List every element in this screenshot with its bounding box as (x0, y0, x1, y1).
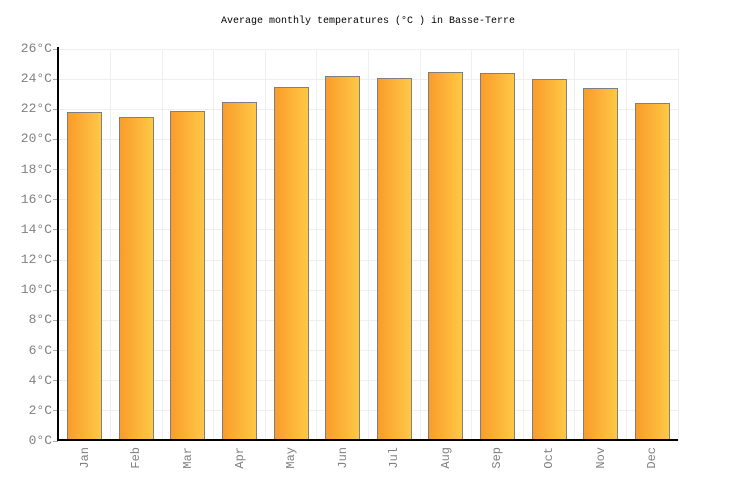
y-axis-tick (53, 440, 58, 442)
y-axis-label: 8°C (28, 312, 52, 328)
gridline-vertical (574, 49, 576, 441)
chart-title: Average monthly temperatures (°C ) in Ba… (220, 16, 516, 27)
y-axis-label: 14°C (20, 221, 52, 237)
y-axis-label: 12°C (20, 252, 52, 268)
y-axis-tick (53, 108, 58, 110)
bar-dec[interactable] (634, 103, 670, 441)
x-axis-label-jan: Jan (77, 447, 92, 469)
bar-jun[interactable] (325, 76, 361, 441)
gridline-vertical (419, 49, 421, 441)
y-axis-tick (53, 259, 58, 261)
x-axis-label-jul: Jul (387, 447, 402, 469)
gridline-vertical (368, 49, 369, 441)
bar-apr[interactable] (222, 101, 258, 441)
x-axis-label-sep: Sep (490, 447, 505, 469)
y-axis-label: 20°C (20, 131, 52, 147)
gridline-vertical (471, 49, 473, 441)
y-axis-tick (53, 78, 58, 80)
y-axis-line (57, 47, 59, 441)
y-axis-label: 26°C (20, 41, 52, 56)
x-axis-label-apr: Apr (232, 447, 247, 469)
y-axis-label: 16°C (20, 191, 52, 207)
gridline-vertical (316, 49, 318, 441)
x-axis-label-feb: Feb (129, 447, 144, 469)
y-axis-tick (53, 380, 58, 382)
bar-oct[interactable] (531, 79, 567, 441)
y-axis-label: 4°C (28, 372, 52, 388)
y-axis-label: 2°C (28, 402, 52, 418)
bar-jul[interactable] (376, 77, 412, 441)
x-axis-label-dec: Dec (645, 447, 660, 469)
gridline-vertical (161, 49, 163, 441)
gridline-vertical (110, 49, 112, 441)
y-axis-tick (53, 289, 58, 291)
gridline-vertical (264, 49, 266, 441)
x-axis-line (57, 439, 678, 441)
y-axis-label: 0°C (28, 433, 52, 448)
x-axis-label-aug: Aug (438, 447, 453, 469)
y-axis-tick (53, 138, 58, 140)
gridline-vertical (213, 49, 215, 441)
bar-aug[interactable] (428, 71, 464, 441)
y-axis-label: 6°C (28, 342, 52, 358)
bar-sep[interactable] (479, 73, 515, 441)
y-axis-tick (53, 169, 58, 171)
y-axis-label: 24°C (20, 71, 52, 87)
gridline-vertical (625, 49, 627, 441)
y-axis-tick (53, 229, 58, 231)
gridline-vertical (522, 49, 524, 441)
x-axis-label-may: May (284, 447, 299, 469)
y-axis-tick (53, 199, 58, 201)
gridline-vertical (677, 49, 679, 441)
y-axis-label: 22°C (20, 101, 52, 117)
bar-jan[interactable] (67, 112, 103, 441)
bar-feb[interactable] (118, 116, 154, 441)
x-axis-label-jun: Jun (335, 447, 350, 469)
y-axis-tick (53, 48, 58, 50)
bar-may[interactable] (273, 86, 309, 441)
bar-mar[interactable] (170, 110, 206, 441)
x-axis-label-oct: Oct (542, 447, 557, 469)
y-axis-label: 10°C (20, 282, 52, 298)
x-axis-label-mar: Mar (180, 447, 195, 469)
bar-nov[interactable] (583, 88, 619, 441)
y-axis-tick (53, 319, 58, 321)
y-axis-tick (53, 410, 58, 412)
y-axis-tick (53, 350, 58, 352)
x-axis-label-nov: Nov (593, 447, 608, 469)
y-axis-label: 18°C (20, 161, 52, 177)
